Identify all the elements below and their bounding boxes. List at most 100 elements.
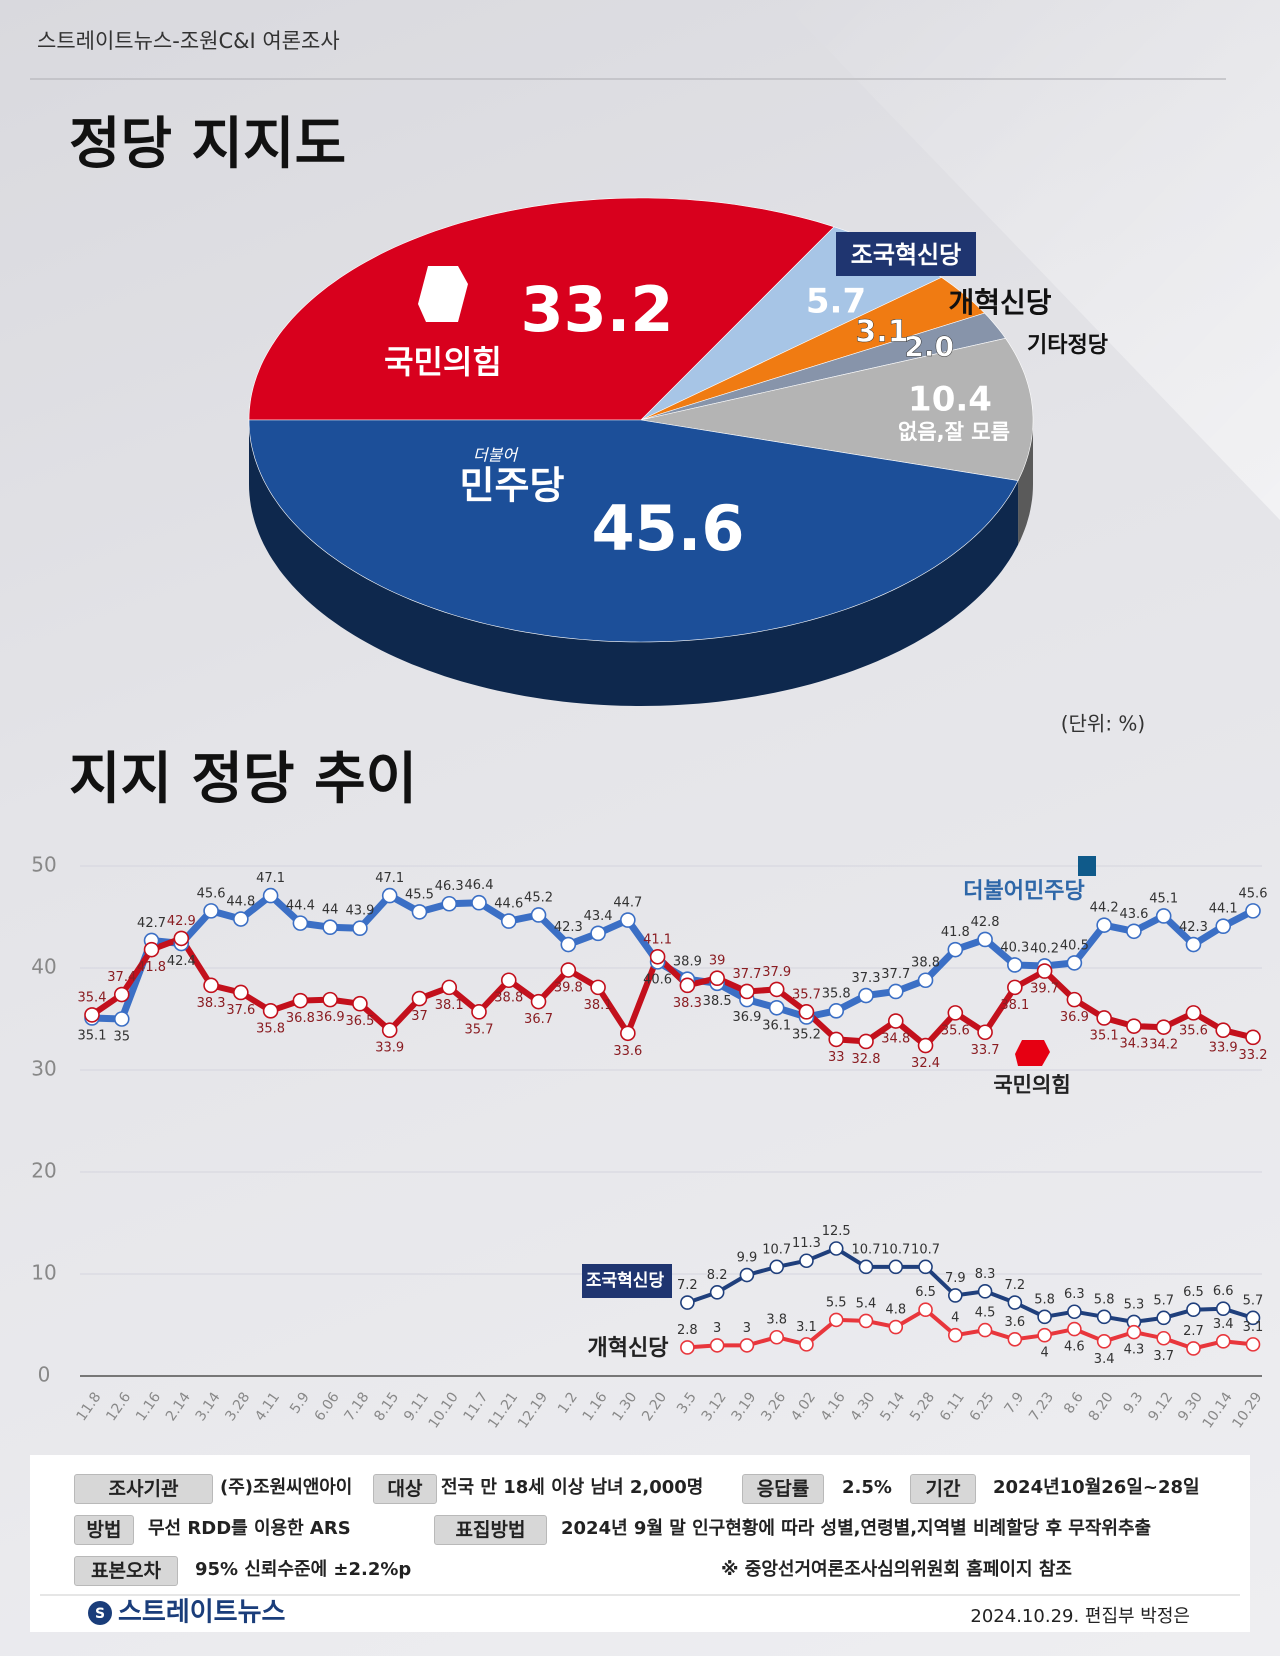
series-marker	[799, 1337, 814, 1352]
data-label: 35.8	[256, 1021, 285, 1036]
series-marker	[1007, 979, 1023, 996]
data-label: 38.9	[673, 955, 702, 970]
data-label: 47.1	[256, 871, 285, 886]
data-label: 35.4	[78, 990, 107, 1005]
series-marker	[680, 1295, 695, 1310]
series-marker	[262, 1003, 279, 1019]
data-label: 40.6	[643, 972, 672, 987]
series-marker	[1066, 991, 1083, 1008]
source: 스트레이트뉴스-조원C&I 여론조사	[37, 29, 340, 53]
data-label: 38.8	[911, 956, 940, 971]
series-marker	[769, 1329, 784, 1345]
series-marker	[680, 1340, 695, 1355]
data-label: 41.1	[643, 932, 672, 947]
data-label: 42.7	[137, 916, 166, 931]
data-label: 2.7	[1183, 1324, 1204, 1339]
data-label: 45.6	[197, 886, 226, 901]
data-label: 35.6	[1179, 1023, 1208, 1038]
series-marker	[948, 1288, 963, 1303]
x-tick-label: 10.10	[426, 1389, 462, 1431]
x-tick-label: 8.6	[1061, 1389, 1087, 1416]
series-marker	[1155, 1019, 1172, 1035]
series-marker	[143, 941, 160, 958]
y-tick-label: 50	[31, 853, 56, 877]
series-marker	[739, 1338, 755, 1353]
series-marker	[1215, 918, 1232, 934]
pie-prefix-label: 더불어	[473, 446, 519, 465]
series-marker	[1245, 903, 1261, 919]
data-label: 45.2	[524, 890, 553, 905]
series-marker	[1007, 1295, 1023, 1310]
x-tick-label: 7.18	[341, 1389, 372, 1424]
series-marker	[1036, 963, 1053, 979]
series-marker	[977, 1322, 993, 1338]
byline: 2024.10.29. 편집부 박정은	[970, 1606, 1190, 1627]
cho-badge	[836, 232, 976, 276]
data-label: 4.6	[1064, 1340, 1085, 1355]
footer-box	[30, 1455, 1250, 1632]
field-label: 조사기관	[74, 1474, 213, 1504]
series-marker	[233, 984, 249, 1001]
pie-value-label: 45.6	[592, 492, 745, 565]
series-marker	[203, 977, 219, 994]
pie-value-label: 3.1	[855, 315, 908, 350]
field-label: 기간	[910, 1474, 976, 1504]
pie-category-label: 국민의힘	[384, 343, 502, 381]
x-tick-label: 3.12	[699, 1389, 730, 1424]
data-label: 10.7	[911, 1242, 940, 1257]
series-marker	[322, 919, 338, 936]
legend-label: 개혁신당	[588, 1335, 669, 1361]
data-label: 46.3	[435, 879, 464, 894]
data-label: 4	[1040, 1346, 1048, 1361]
data-label: 5.7	[1153, 1293, 1174, 1308]
series-marker	[560, 962, 577, 978]
data-label: 38.3	[197, 996, 226, 1011]
data-label: 46.4	[465, 878, 494, 893]
data-label: 38.1	[435, 998, 464, 1013]
data-label: 44	[322, 903, 339, 918]
data-label: 35.7	[792, 987, 821, 1002]
series-marker	[977, 1024, 993, 1041]
series-marker	[1185, 936, 1202, 953]
series-marker	[1096, 1010, 1112, 1026]
series-marker	[828, 1312, 844, 1328]
series-marker	[173, 930, 190, 947]
data-label: 36.7	[524, 1012, 553, 1027]
data-label: 35.2	[792, 1027, 821, 1042]
data-label: 45.5	[405, 887, 434, 902]
trend-title: 지지 정당 추이	[69, 747, 417, 812]
data-label: 35.6	[941, 1023, 970, 1038]
x-tick-label: 6.11	[937, 1389, 968, 1424]
series-marker	[709, 970, 725, 987]
series-marker	[917, 972, 934, 989]
data-label: 32.8	[852, 1052, 881, 1067]
y-tick-label: 10	[31, 1261, 56, 1285]
series-marker	[1037, 1327, 1052, 1343]
series-marker	[679, 977, 696, 994]
pie-category-label: 기타정당	[1027, 333, 1108, 358]
data-label: 43.4	[584, 909, 613, 924]
field-text: 95% 신뢰수준에 ±2.2%p	[195, 1559, 412, 1580]
series-marker	[84, 1007, 100, 1023]
data-label: 37.9	[762, 965, 791, 980]
x-tick-label: 6.25	[967, 1389, 998, 1424]
series-marker	[292, 915, 309, 931]
series-marker	[858, 1259, 874, 1275]
data-label: 44.7	[613, 896, 642, 911]
data-label: 12.5	[822, 1224, 851, 1239]
series-marker	[828, 1241, 844, 1256]
series-marker	[381, 887, 398, 904]
x-tick-label: 6.06	[312, 1389, 343, 1424]
data-label: 36.1	[762, 1018, 791, 1033]
cho-icon	[582, 1264, 672, 1298]
data-label: 6.3	[1064, 1287, 1085, 1302]
data-label: 5.8	[1034, 1292, 1055, 1307]
data-label: 33	[828, 1050, 845, 1065]
data-label: 9.9	[737, 1251, 758, 1266]
x-tick-label: 3.5	[674, 1389, 700, 1416]
y-tick-label: 30	[31, 1057, 56, 1081]
series-marker	[858, 987, 874, 1004]
data-label: 36.8	[286, 1011, 315, 1026]
